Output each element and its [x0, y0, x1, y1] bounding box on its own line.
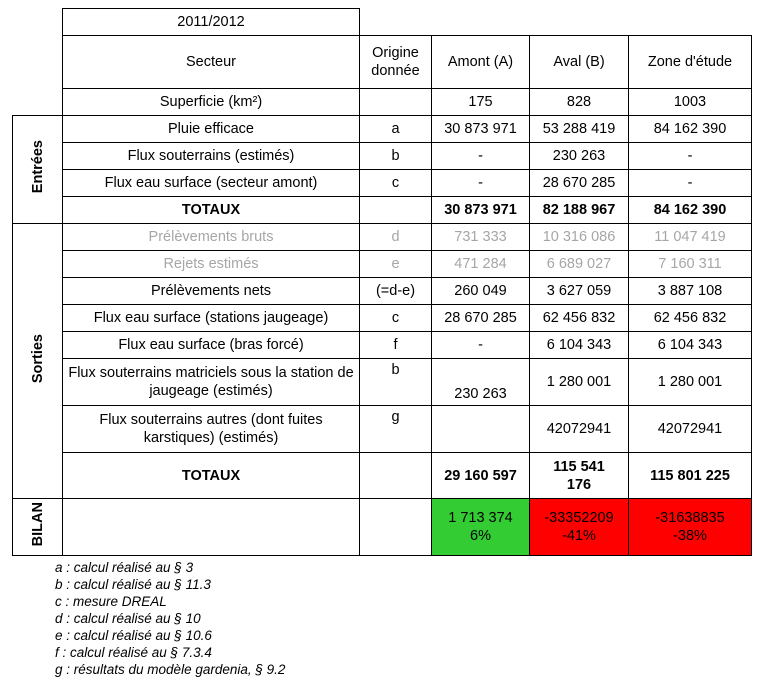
- cell-zone: 3 887 108: [628, 277, 752, 305]
- header-aval: Aval (B): [529, 35, 629, 89]
- row-label: TOTAUX: [62, 452, 360, 499]
- cell-aval: 230 263: [529, 142, 629, 170]
- water-balance-table: 2011/2012 Secteur Origine donnée Amont (…: [12, 8, 752, 556]
- header-secteur: Secteur: [62, 35, 360, 89]
- footnote: g : résultats du modèle gardenia, § 9.2: [55, 662, 286, 677]
- year-label: 2011/2012: [62, 8, 360, 36]
- cell-aval: 3 627 059: [529, 277, 629, 305]
- row-label: TOTAUX: [62, 196, 360, 224]
- footnote: b : calcul réalisé au § 11.3: [55, 577, 211, 592]
- row-label: Flux souterrains autres (dont fuites kar…: [62, 405, 360, 453]
- footnotes: a : calcul réalisé au § 3 b : calcul réa…: [55, 559, 285, 678]
- table-row: Flux souterrains autres (dont fuites kar…: [13, 405, 752, 453]
- cell-aval: 62 456 832: [529, 304, 629, 332]
- cell-origine: b: [359, 142, 432, 170]
- cell-aval: 828: [529, 88, 629, 116]
- cell-aval: 10 316 086: [529, 223, 629, 251]
- bilan-amont: 1 713 374 6%: [431, 498, 530, 556]
- cell-amont: 30 873 971: [431, 196, 530, 224]
- bilan-section-label: BILAN: [12, 498, 63, 556]
- bilan-zone: -31638835 -38%: [628, 498, 752, 556]
- bilan-aval: -33352209 -41%: [529, 498, 629, 556]
- table-row: Entrées Pluie efficace a 30 873 971 53 2…: [12, 115, 752, 224]
- cell-amont: 230 263: [431, 358, 530, 406]
- row-label: Flux souterrains (estimés): [62, 142, 360, 170]
- header-origine: Origine donnée: [359, 35, 432, 89]
- header-zone: Zone d'étude: [628, 35, 752, 89]
- footnote: c : mesure DREAL: [55, 594, 167, 609]
- cell-zone: 42072941: [628, 405, 752, 453]
- cell-aval: 115 541 176: [529, 452, 629, 499]
- table-row: Flux souterrains matriciels sous la stat…: [13, 358, 752, 406]
- cell-zone: 115 801 225: [628, 452, 752, 499]
- cell-origine: b: [359, 358, 432, 406]
- cell-amont: 471 284: [431, 250, 530, 278]
- row-label: Superficie (km²): [62, 88, 360, 116]
- cell-origine: d: [359, 223, 432, 251]
- cell-aval: 1 280 001: [529, 358, 629, 406]
- table-row: Sorties Prélèvements bruts d 731 333 10 …: [12, 223, 752, 499]
- cell-zone: 84 162 390: [628, 115, 752, 143]
- row-label: Prélèvements nets: [62, 277, 360, 305]
- footnote: e : calcul réalisé au § 10.6: [55, 628, 212, 643]
- cell-amont: 731 333: [431, 223, 530, 251]
- cell-zone: 11 047 419: [628, 223, 752, 251]
- cell-zone: 62 456 832: [628, 304, 752, 332]
- row-label: Prélèvements bruts: [62, 223, 360, 251]
- cell-amont: -: [431, 169, 530, 197]
- header-row: Secteur Origine donnée Amont (A) Aval (B…: [13, 35, 752, 89]
- cell-aval: 53 288 419: [529, 115, 629, 143]
- cell-amont: 29 160 597: [431, 452, 530, 499]
- cell-origine: c: [359, 169, 432, 197]
- sorties-totals-row: TOTAUX 29 160 597 115 541 176 115 801 22…: [13, 452, 752, 499]
- cell-zone: 6 104 343: [628, 331, 752, 359]
- cell-amont: 260 049: [431, 277, 530, 305]
- table-row: Flux eau surface (stations jaugeage) c 2…: [13, 304, 752, 332]
- cell-amont: 175: [431, 88, 530, 116]
- year-row: 2011/2012: [13, 8, 752, 36]
- cell-aval: 6 104 343: [529, 331, 629, 359]
- cell-origine: g: [359, 405, 432, 453]
- row-label: Flux eau surface (stations jaugeage): [62, 304, 360, 332]
- cell-amont: [431, 405, 530, 453]
- table-row: Flux eau surface (bras forcé) f - 6 104 …: [13, 331, 752, 359]
- cell-aval: 42072941: [529, 405, 629, 453]
- entrees-section-label: Entrées: [12, 115, 63, 224]
- cell-zone: 7 160 311: [628, 250, 752, 278]
- header-amont: Amont (A): [431, 35, 530, 89]
- sorties-section-label: Sorties: [12, 223, 63, 499]
- cell-origine: f: [359, 331, 432, 359]
- footnote: f : calcul réalisé au § 7.3.4: [55, 645, 212, 660]
- footnote: a : calcul réalisé au § 3: [55, 560, 194, 575]
- cell-zone: -: [628, 169, 752, 197]
- cell-origine: a: [359, 115, 432, 143]
- bilan-row: BILAN 1 713 374 6% -33352209 -41% -3163883…: [12, 498, 752, 556]
- table-row: Flux eau surface (secteur amont) c - 28 …: [13, 169, 752, 197]
- entrees-totals-row: TOTAUX 30 873 971 82 188 967 84 162 390: [13, 196, 752, 224]
- cell-origine: c: [359, 304, 432, 332]
- cell-aval: 82 188 967: [529, 196, 629, 224]
- cell-origine: (=d-e): [359, 277, 432, 305]
- row-label: Flux eau surface (secteur amont): [62, 169, 360, 197]
- table-row: Flux souterrains (estimés) b - 230 263 -: [13, 142, 752, 170]
- cell-amont: -: [431, 142, 530, 170]
- cell-zone: 1 280 001: [628, 358, 752, 406]
- cell-zone: 1003: [628, 88, 752, 116]
- table-row: Prélèvements nets (=d-e) 260 049 3 627 0…: [13, 277, 752, 305]
- footnote: d : calcul réalisé au § 10: [55, 611, 201, 626]
- row-label: Rejets estimés: [62, 250, 360, 278]
- cell-amont: 30 873 971: [431, 115, 530, 143]
- cell-amont: -: [431, 331, 530, 359]
- superficie-row: Superficie (km²) 175 828 1003: [13, 88, 752, 116]
- row-label: Flux eau surface (bras forcé): [62, 331, 360, 359]
- cell-zone: 84 162 390: [628, 196, 752, 224]
- cell-amont: 28 670 285: [431, 304, 530, 332]
- cell-aval: 6 689 027: [529, 250, 629, 278]
- row-label: Flux souterrains matriciels sous la stat…: [62, 358, 360, 406]
- row-label: Pluie efficace: [62, 115, 360, 143]
- table-row: Rejets estimés e 471 284 6 689 027 7 160…: [13, 250, 752, 278]
- cell-origine: e: [359, 250, 432, 278]
- cell-zone: -: [628, 142, 752, 170]
- cell-aval: 28 670 285: [529, 169, 629, 197]
